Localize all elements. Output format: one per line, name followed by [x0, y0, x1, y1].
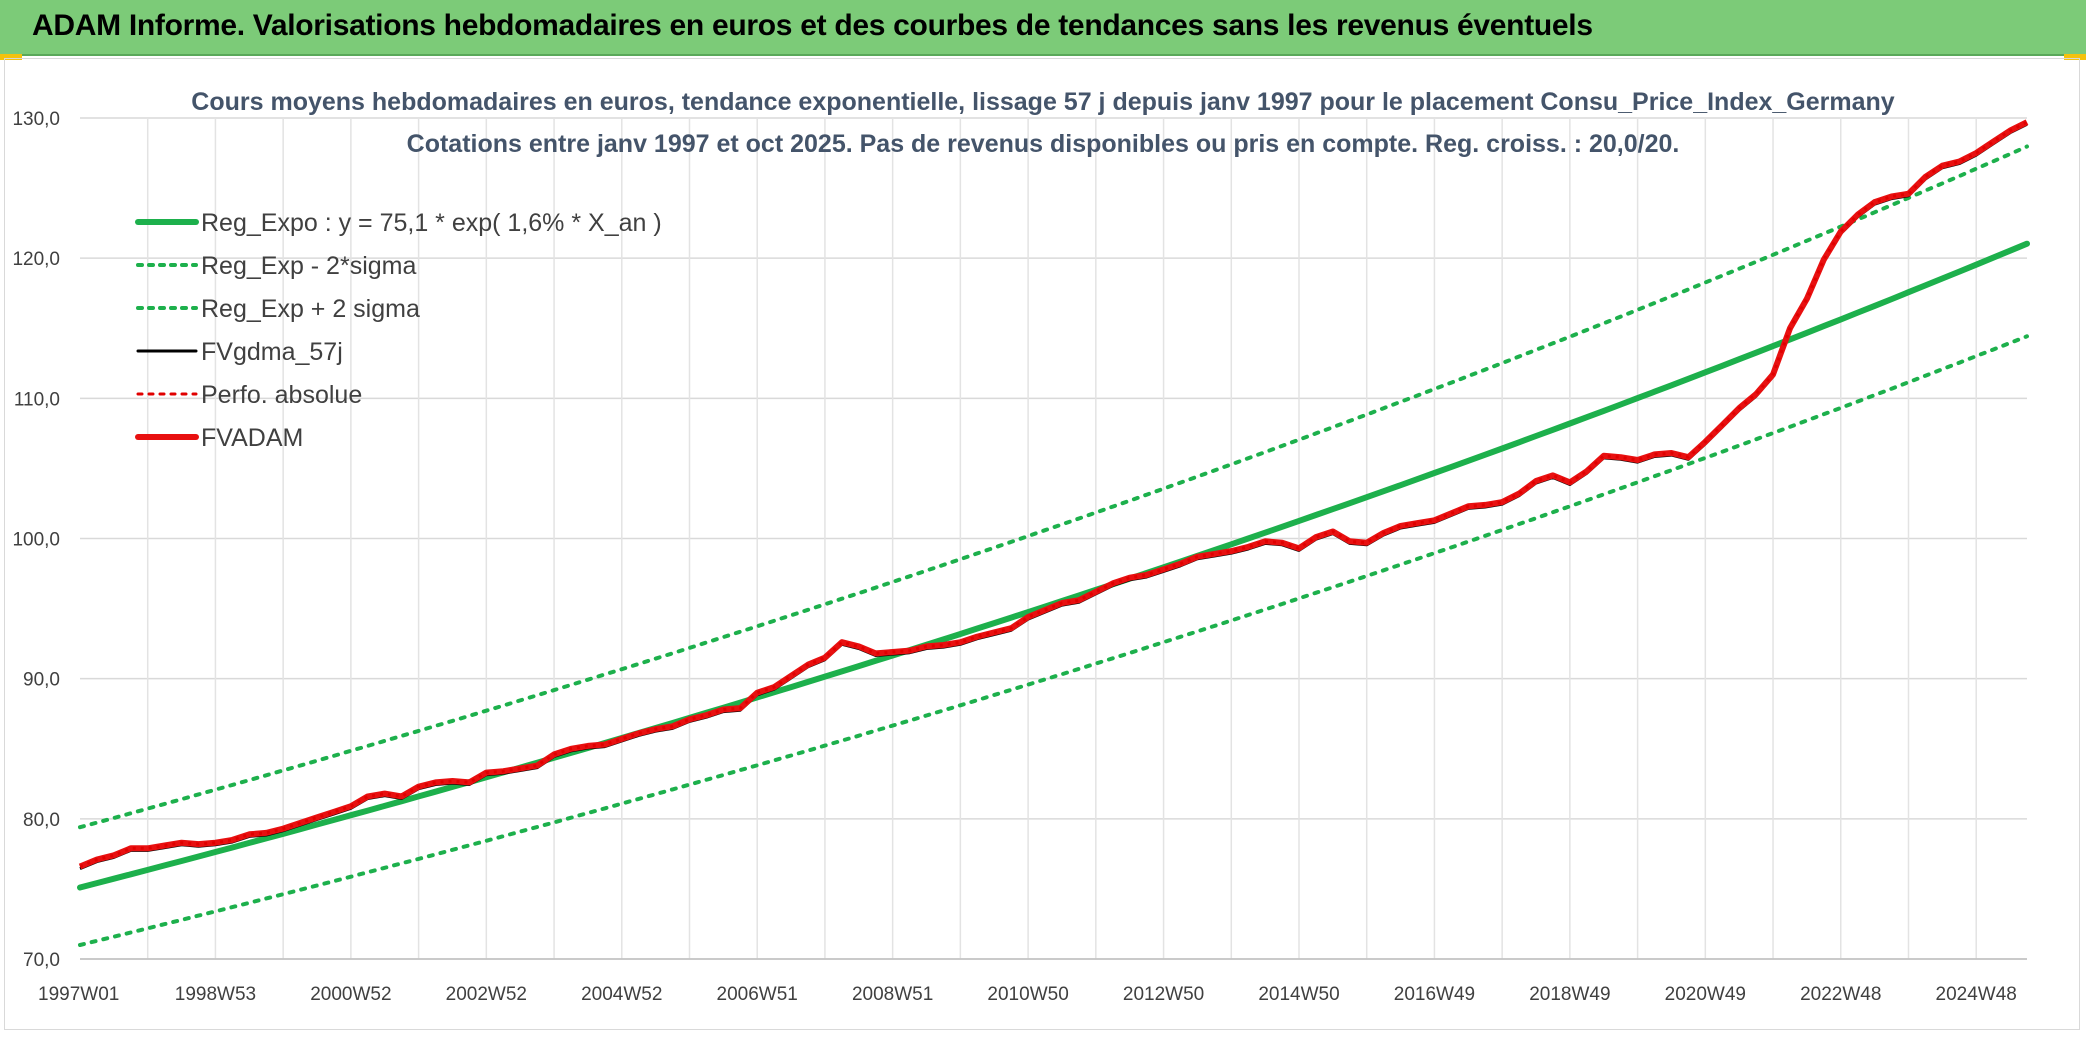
series-line-trend	[77, 240, 2030, 891]
y-tick-label: 90,0	[23, 670, 60, 691]
y-tick-label: 100,0	[12, 530, 60, 551]
x-tick-label: 2010W50	[987, 984, 1068, 1005]
x-tick-label: 2002W52	[446, 984, 527, 1005]
x-tick-label: 2018W49	[1529, 984, 1610, 1005]
series-line-trend-band	[78, 334, 2029, 947]
x-tick-label: 2000W52	[310, 984, 391, 1005]
x-tick-label: 2020W49	[1665, 984, 1746, 1005]
x-tick-label: 2012W50	[1123, 984, 1204, 1005]
x-tick-label: 2016W49	[1394, 984, 1475, 1005]
grid-lines	[80, 117, 2027, 960]
legend-label: Perfo. absolue	[201, 381, 362, 409]
series-lines	[77, 119, 2030, 947]
x-tick-label: 2014W50	[1258, 984, 1339, 1005]
x-tick-label: 2024W48	[1936, 984, 2017, 1005]
x-tick-label: 2006W51	[717, 984, 798, 1005]
legend-label: Reg_Exp + 2 sigma	[201, 295, 420, 323]
x-tick-label: 2022W48	[1800, 984, 1881, 1005]
report-banner: ADAM Informe. Valorisations hebdomadaire…	[0, 0, 2086, 56]
corner-marker-right	[2064, 54, 2086, 60]
y-tick-label: 80,0	[23, 810, 60, 831]
chart-frame	[4, 58, 2080, 1030]
legend-label: FVgdma_57j	[201, 338, 343, 366]
x-tick-label: 2004W52	[581, 984, 662, 1005]
x-tick-label: 2008W51	[852, 984, 933, 1005]
series-line-trend-band	[78, 144, 2029, 830]
legend-label: Reg_Expo : y = 75,1 * exp( 1,6% * X_an )	[201, 209, 662, 237]
y-tick-label: 70,0	[23, 950, 60, 971]
chart-title: Cours moyens hebdomadaires en euros, ten…	[191, 88, 1895, 116]
y-tick-label: 110,0	[14, 389, 60, 410]
x-axis-ticks: 1997W01 1998W53 2000W52 2002W52 2004W52 2006W…	[38, 984, 2017, 1005]
y-tick-label: 130,0	[12, 109, 60, 130]
x-tick-label: 1998W53	[175, 984, 256, 1005]
legend-label: Reg_Exp - 2*sigma	[201, 252, 416, 280]
corner-marker-left	[0, 54, 22, 60]
legend-label: FVADAM	[201, 424, 303, 452]
legend: Reg_Expo : y = 75,1 * exp( 1,6% * X_an )…	[135, 209, 662, 452]
y-axis-ticks: 70,0 80,0 90,0 100,0 110,0 120,0 130,0	[12, 109, 60, 971]
series-line-perfo-absolue	[79, 120, 2028, 868]
report-title: ADAM Informe. Valorisations hebdomadaire…	[32, 9, 1593, 42]
y-tick-label: 120,0	[12, 249, 60, 270]
chart-subtitle: Cotations entre janv 1997 et oct 2025. P…	[406, 130, 1680, 158]
x-tick-label: 1997W01	[38, 984, 119, 1005]
